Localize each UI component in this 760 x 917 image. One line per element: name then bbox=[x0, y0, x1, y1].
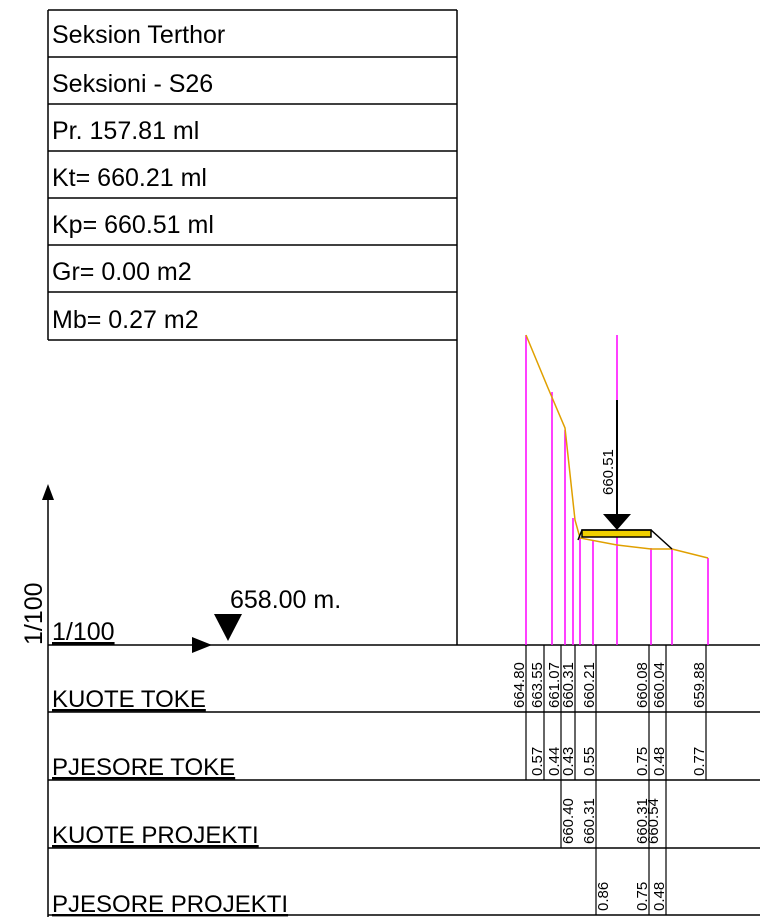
band-value: 660.31 bbox=[581, 798, 598, 844]
datum-scale: 1/100 bbox=[52, 618, 115, 646]
band-value: 660.31 bbox=[560, 662, 577, 708]
band-label: KUOTE TOKE bbox=[52, 686, 206, 713]
band-value: 0.86 bbox=[595, 882, 612, 911]
band-value: 0.48 bbox=[651, 747, 668, 776]
band-value: 0.77 bbox=[691, 747, 708, 776]
project-arrow bbox=[603, 514, 631, 530]
scale-label: 1/100 bbox=[20, 582, 48, 645]
datum-label: 658.00 m. bbox=[230, 586, 341, 614]
band-label: PJESORE PROJEKTI bbox=[52, 891, 288, 917]
band-value: 0.43 bbox=[560, 747, 577, 776]
band-ticks bbox=[525, 645, 707, 915]
band-value: 660.21 bbox=[581, 662, 598, 708]
ground-profile bbox=[525, 334, 709, 559]
header-row: Seksion Terthor bbox=[52, 21, 225, 49]
band-label: PJESORE TOKE bbox=[52, 754, 235, 781]
band-value: 0.55 bbox=[581, 747, 598, 776]
header-row: Kp= 660.51 ml bbox=[52, 211, 214, 239]
axis-arrow bbox=[42, 484, 54, 500]
band-value: 0.75 bbox=[634, 882, 651, 911]
band-value: 660.08 bbox=[634, 662, 651, 708]
band-value: 660.40 bbox=[560, 798, 577, 844]
band-value: 664.80 bbox=[511, 662, 528, 708]
band-value: 661.07 bbox=[546, 662, 563, 708]
project-label: 660.51 bbox=[600, 449, 617, 495]
header-row: Pr. 157.81 ml bbox=[52, 117, 199, 145]
header-row: Seksioni - S26 bbox=[52, 70, 213, 98]
band-value: 0.48 bbox=[651, 882, 668, 911]
datum-triangle bbox=[214, 614, 242, 641]
band-value: 660.04 bbox=[651, 662, 668, 708]
band-value: 659.88 bbox=[691, 662, 708, 708]
road-edges bbox=[577, 529, 673, 550]
frame bbox=[47, 9, 760, 917]
band-value: 0.44 bbox=[546, 747, 563, 776]
band-value: 660.54 bbox=[645, 798, 662, 844]
header-row: Gr= 0.00 m2 bbox=[52, 258, 192, 286]
road-surface bbox=[581, 529, 652, 538]
header-row: Mb= 0.27 m2 bbox=[52, 306, 199, 334]
band-label: KUOTE PROJEKTI bbox=[52, 822, 259, 849]
datum-arrow-head bbox=[192, 637, 212, 653]
band-value: 660.31 bbox=[634, 798, 651, 844]
band-value: 663.55 bbox=[529, 662, 546, 708]
ground-verticals bbox=[525, 335, 709, 645]
band-value: 0.57 bbox=[529, 747, 546, 776]
band-value: 0.75 bbox=[634, 747, 651, 776]
header-row: Kt= 660.21 ml bbox=[52, 164, 207, 192]
